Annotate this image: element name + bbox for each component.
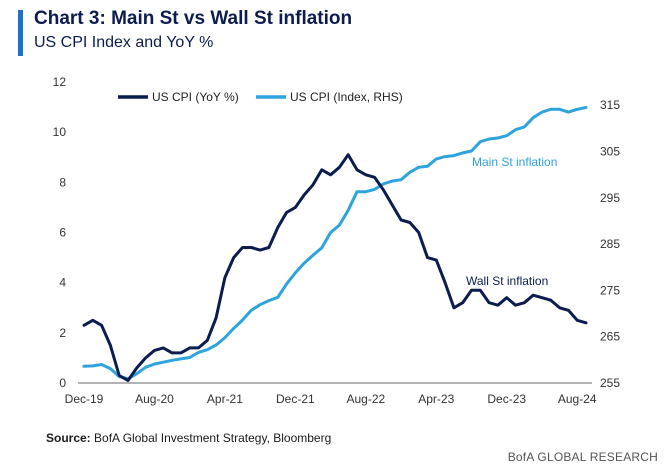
- x-axis-tick-label: Dec-23: [487, 392, 526, 406]
- x-axis-tick-label: Dec-21: [276, 392, 315, 406]
- right-axis-tick-label: 255: [600, 376, 620, 390]
- x-axis-tick-label: Apr-21: [207, 392, 243, 406]
- right-axis-tick-label: 305: [600, 144, 620, 158]
- x-axis-tick-label: Aug-20: [135, 392, 174, 406]
- source-note: Source: BofA Global Investment Strategy,…: [46, 431, 331, 445]
- left-axis-tick-label: 6: [59, 226, 66, 240]
- series-line-cpi-yoy: [82, 153, 588, 382]
- right-axis-tick-label: 265: [600, 330, 620, 344]
- chart-subtitle: US CPI Index and YoY %: [34, 34, 214, 51]
- left-axis-tick-label: 4: [59, 276, 66, 290]
- right-axis-tick-label: 285: [600, 237, 620, 251]
- annotation-main-st: Main St inflation: [472, 155, 557, 169]
- chart-title: Chart 3: Main St vs Wall St inflation: [34, 8, 353, 29]
- x-axis-tick-label: Aug-24: [558, 392, 597, 406]
- annotation-wall-st: Wall St inflation: [466, 274, 548, 288]
- series-line-cpi-index: [82, 106, 588, 381]
- left-axis-tick-label: 8: [59, 175, 66, 189]
- legend-label-yoy: US CPI (YoY %): [152, 90, 239, 104]
- left-axis-tick-label: 0: [59, 376, 66, 390]
- right-axis-tick-label: 295: [600, 191, 620, 205]
- x-axis-tick-label: Apr-23: [418, 392, 454, 406]
- left-axis-tick-label: 12: [53, 75, 67, 89]
- right-axis-tick-label: 315: [600, 98, 620, 112]
- source-label: Source:: [46, 431, 91, 445]
- right-axis-tick-label: 275: [600, 283, 620, 297]
- left-axis-tick-label: 10: [53, 125, 67, 139]
- x-axis-tick-label: Dec-19: [65, 392, 104, 406]
- brand-footer: BofA GLOBAL RESEARCH: [507, 450, 658, 464]
- x-axis-tick-label: Aug-22: [346, 392, 385, 406]
- legend-label-index: US CPI (Index, RHS): [290, 90, 403, 104]
- title-accent-bar: [18, 10, 23, 56]
- left-axis-tick-label: 2: [59, 326, 66, 340]
- source-text: BofA Global Investment Strategy, Bloombe…: [94, 431, 332, 445]
